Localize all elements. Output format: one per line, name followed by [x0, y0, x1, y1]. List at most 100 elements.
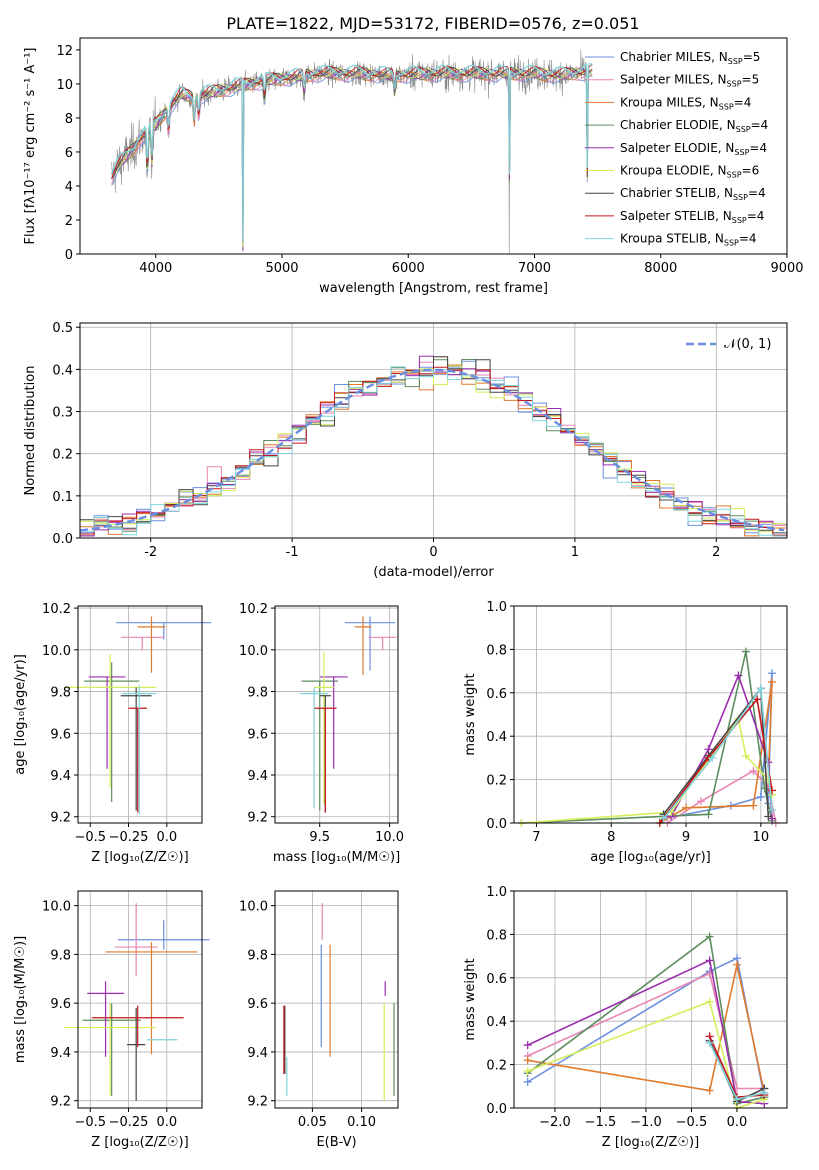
y-tick-label: 12: [56, 44, 73, 59]
weight-marker: [768, 669, 777, 678]
y-tick-label: 0: [65, 248, 73, 263]
data-point: [64, 1003, 157, 1096]
panel-residuals: -2 -1 0 1 2 0.0 0.1 0.2 0.3 0.4 0.5 (data-model)/er…: [23, 321, 788, 580]
legend-spectrum: Chabrier MILES, NSSP=5 Salpeter MILES, NS…: [585, 50, 768, 248]
weight-marker: [523, 1077, 532, 1086]
legend-subscript: SSP: [736, 125, 751, 134]
panel-mass_weight_vs_Z: −2.0 −1.5 −1.0 −0.5 0.0 0.0 0.2 0.4 0.6 0.8 1.0 Z […: [463, 885, 788, 1150]
legend-residuals: 𝒩(0, 1): [686, 337, 771, 352]
y-tick-label: 10.0: [239, 644, 268, 659]
y-tick-label: 0.4: [486, 1015, 507, 1030]
data-point: [120, 636, 164, 650]
panel-mass_vs_ebv: 0.05 0.10 9.2 9.4 9.6 9.8 10.0 E(B-V): [239, 890, 399, 1150]
legend-subscript: SSP: [733, 193, 748, 202]
y-tick-label: 0.4: [486, 730, 507, 745]
x-tick-label: −1.5: [585, 1115, 617, 1130]
axes-frame: [274, 605, 399, 824]
x-tick-label: 0.10: [347, 1115, 376, 1130]
grid-age_vs_Z: [78, 606, 202, 823]
axes-frame: [77, 890, 203, 1109]
legend-count: =4: [748, 186, 766, 200]
y-tick-label: 0.0: [486, 1102, 507, 1117]
normal-curve: [79, 368, 785, 532]
x-tick-label: 9: [682, 830, 690, 845]
x-tick-label: −0.5: [74, 1115, 106, 1130]
y-tick-label: 10.0: [239, 900, 268, 915]
y-tick-label: 9.4: [50, 769, 71, 784]
plot-area-mass_vs_ebv: [283, 903, 395, 1101]
data-point: [126, 1008, 146, 1101]
data-point: [314, 651, 334, 805]
weight-line: [662, 686, 770, 817]
weight-marker: [734, 671, 743, 680]
legend-label: Chabrier STELIB, NSSP=4: [620, 186, 766, 202]
data-point: [64, 653, 157, 788]
y-tick-label: 6: [65, 146, 73, 161]
plot-area-mass_weight_vs_Z: [523, 932, 769, 1112]
y-tick-label: 9.2: [247, 1095, 268, 1110]
x-axis-label: wavelength [Angstrom, rest frame]: [319, 281, 548, 296]
y-tick-label: 9.4: [247, 769, 268, 784]
weight-marker: [749, 766, 758, 775]
legend-label: Salpeter ELODIE, NSSP=4: [620, 141, 767, 157]
legend-label: Kroupa MILES, NSSP=4: [620, 95, 751, 111]
y-tick-label: 9.8: [247, 686, 268, 701]
y-tick-label: 9.6: [50, 997, 71, 1012]
x-tick-label: 7: [532, 830, 540, 845]
x-tick-label: -2: [144, 545, 157, 560]
data-point: [300, 687, 329, 809]
residual-histogram: [80, 356, 787, 534]
x-tick-label: -1: [286, 545, 299, 560]
grid-mass_vs_ebv: [275, 891, 398, 1108]
x-tick-label: 2: [712, 545, 720, 560]
y-tick-label: 9.2: [50, 811, 71, 826]
data-point: [105, 942, 198, 1055]
weight-marker: [523, 1041, 532, 1050]
y-tick-label: 9.4: [50, 1046, 71, 1061]
axes-age_vs_Z: −0.5 −0.25 0.0 9.2 9.4 9.6 9.8 10.0 10.2 Z [log₁₀…: [13, 602, 203, 865]
weight-marker: [768, 805, 777, 814]
y-axis-label: Flux [fλ10⁻¹⁷ erg cm⁻² s⁻¹ A⁻¹]: [23, 48, 38, 245]
model-spectrum: [111, 68, 593, 252]
weight-marker: [704, 810, 713, 819]
weight-marker: [756, 684, 765, 693]
x-tick-label: −0.5: [74, 830, 106, 845]
legend-subscript: SSP: [719, 102, 734, 111]
x-tick-label: 0.05: [298, 1115, 327, 1130]
axes-residuals: -2 -1 0 1 2 0.0 0.1 0.2 0.3 0.4 0.5 (data-model)/er…: [23, 321, 788, 580]
data-point: [354, 616, 372, 675]
y-tick-label: 10.2: [42, 602, 71, 617]
y-tick-label: 9.6: [247, 727, 268, 742]
y-axis-label: mass weight: [463, 673, 478, 755]
panel-age_vs_mass: 9.5 10.0 9.2 9.4 9.6 9.8 10.0 10.2 mass [log₁₀(M…: [239, 602, 404, 865]
x-tick-label: 0.0: [727, 1115, 748, 1130]
data-point: [368, 636, 397, 650]
y-tick-label: 0.0: [52, 532, 73, 547]
y-tick-label: 0.8: [486, 643, 507, 658]
legend-label: Salpeter STELIB, NSSP=4: [620, 209, 764, 225]
weight-line: [527, 935, 765, 1105]
y-tick-label: 10.0: [42, 644, 71, 659]
weight-marker: [753, 695, 762, 704]
weight-marker: [732, 960, 741, 969]
data-point: [114, 903, 158, 977]
weight-line: [527, 959, 765, 1105]
y-tick-label: 0.4: [52, 363, 73, 378]
weight-marker: [682, 803, 691, 812]
data-point: [84, 662, 140, 803]
y-axis-label: mass weight: [463, 958, 478, 1040]
x-tick-label: −2.0: [539, 1115, 571, 1130]
data-point: [116, 622, 212, 640]
panel-spectrum: 4000 5000 6000 7000 8000 9000 0 2 4 6 8 10 12 wavelen…: [23, 37, 804, 296]
y-tick-label: 1.0: [486, 600, 507, 615]
x-tick-label: −1.0: [630, 1115, 662, 1130]
legend-subscript: SSP: [724, 239, 739, 248]
x-tick-label: 10: [753, 830, 770, 845]
x-axis-label: (data-model)/error: [373, 565, 494, 580]
panel-mass_weight_vs_age: 7 8 9 10 0.0 0.2 0.4 0.6 0.8 1.0 age [log₁₀(age/yr…: [463, 600, 788, 865]
weight-marker: [749, 801, 758, 810]
y-tick-label: 0.1: [52, 490, 73, 505]
legend-count: =4: [739, 232, 757, 246]
x-tick-label: 1: [571, 545, 579, 560]
axes-mass_vs_ebv: 0.05 0.10 9.2 9.4 9.6 9.8 10.0 E(B-V): [239, 890, 399, 1150]
